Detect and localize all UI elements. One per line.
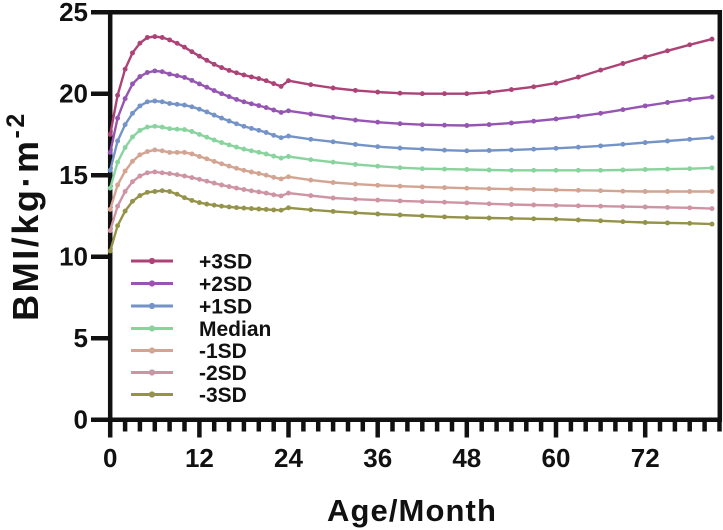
svg-text:+2SD: +2SD: [199, 273, 252, 296]
svg-text:60: 60: [542, 443, 571, 473]
svg-text:36: 36: [363, 443, 392, 473]
svg-text:+1SD: +1SD: [199, 295, 252, 318]
svg-text:72: 72: [631, 443, 660, 473]
svg-text:Age/Month: Age/Month: [327, 493, 497, 528]
svg-text:+3SD: +3SD: [199, 250, 252, 273]
svg-text:0: 0: [74, 404, 88, 434]
svg-text:-3SD: -3SD: [199, 384, 247, 407]
svg-text:15: 15: [59, 160, 88, 190]
svg-text:Median: Median: [199, 318, 271, 341]
svg-text:0: 0: [103, 443, 117, 473]
svg-text:-1SD: -1SD: [199, 340, 247, 363]
svg-text:-2SD: -2SD: [199, 362, 247, 385]
svg-text:48: 48: [452, 443, 481, 473]
svg-text:12: 12: [185, 443, 214, 473]
svg-text:5: 5: [74, 323, 88, 353]
svg-text:20: 20: [59, 78, 88, 108]
svg-text:BMI/kg·m-2: BMI/kg·m-2: [2, 111, 46, 321]
svg-text:10: 10: [59, 241, 88, 271]
svg-text:24: 24: [274, 443, 303, 473]
svg-text:25: 25: [59, 0, 88, 27]
